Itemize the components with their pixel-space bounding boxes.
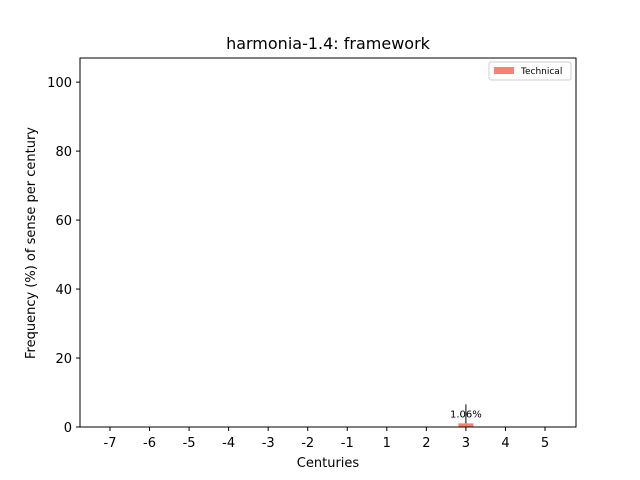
x-tick-label: 2 bbox=[422, 436, 430, 451]
x-tick-label: -5 bbox=[183, 436, 196, 451]
x-tick-label: 3 bbox=[462, 436, 470, 451]
data-label: 1.06% bbox=[450, 409, 482, 420]
x-tick-label: 1 bbox=[383, 436, 391, 451]
chart-title: harmonia-1.4: framework bbox=[226, 34, 431, 53]
y-tick-label: 40 bbox=[55, 283, 72, 298]
x-tick-label: 5 bbox=[541, 436, 549, 451]
y-tick-label: 20 bbox=[55, 352, 72, 367]
y-tick-label: 0 bbox=[64, 421, 72, 436]
bar-3 bbox=[458, 423, 474, 427]
x-tick-label: -6 bbox=[143, 436, 156, 451]
x-axis-ticks: -7 -6 -5 -4 -3 -2 -1 1 2 3 4 5 bbox=[104, 427, 549, 451]
x-tick-label: -4 bbox=[222, 436, 235, 451]
x-axis-label: Centuries bbox=[297, 456, 360, 471]
y-axis-label: Frequency (%) of sense per century bbox=[24, 127, 39, 359]
y-axis-ticks: 0 20 40 60 80 100 bbox=[47, 76, 80, 436]
x-tick-label: -1 bbox=[341, 436, 354, 451]
legend: Technical bbox=[488, 61, 572, 81]
x-tick-label: -2 bbox=[301, 436, 314, 451]
axes-frame bbox=[79, 57, 577, 428]
y-tick-label: 80 bbox=[55, 145, 72, 160]
y-tick-label: 100 bbox=[47, 76, 72, 91]
legend-swatch bbox=[494, 67, 514, 74]
legend-box bbox=[488, 61, 572, 81]
plot-area: 1.06% bbox=[450, 404, 482, 427]
x-tick-label: 4 bbox=[501, 436, 509, 451]
y-tick-label: 60 bbox=[55, 214, 72, 229]
x-tick-label: -3 bbox=[262, 436, 275, 451]
legend-label: Technical bbox=[520, 67, 562, 77]
x-tick-label: -7 bbox=[104, 436, 117, 451]
